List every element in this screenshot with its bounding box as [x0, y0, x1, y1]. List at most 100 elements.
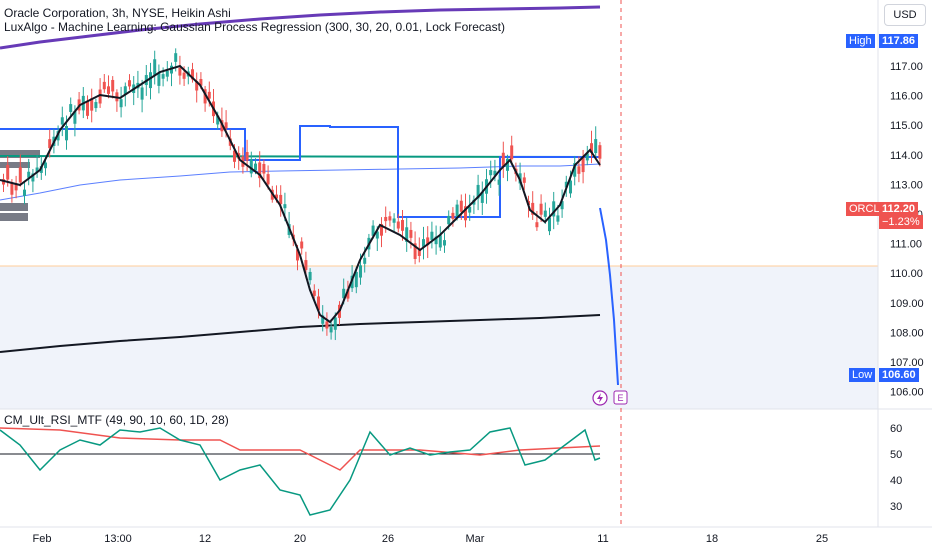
candle-body — [455, 204, 459, 217]
candle-body — [86, 101, 89, 116]
candle-body — [14, 184, 18, 191]
price-tick: 108.00 — [890, 327, 924, 339]
candle-body — [266, 174, 270, 185]
candle-body — [510, 145, 514, 160]
candle-body — [18, 167, 22, 183]
symbol-tag: ORCL — [846, 202, 883, 216]
last-price-tag: 112.20 — [879, 202, 919, 216]
candle-body — [405, 227, 409, 242]
candle-body — [195, 81, 199, 91]
candle-body — [321, 315, 325, 324]
time-tick: 26 — [382, 533, 394, 545]
symbol-legend[interactable]: Oracle Corporation, 3h, NYSE, Heikin Ash… — [4, 6, 231, 20]
candle-body — [245, 152, 249, 161]
high-label: High — [846, 34, 875, 48]
candle-body — [300, 241, 304, 249]
candle-body — [35, 167, 39, 173]
forecast-line — [599, 207, 619, 386]
candle-body — [581, 156, 585, 173]
rsi-tick: 30 — [890, 501, 902, 513]
time-axis[interactable]: Feb 13:00 12 20 26 Mar 11 18 25 — [33, 533, 829, 545]
change-tag: −1.23% — [879, 215, 923, 229]
currency-button[interactable]: USD — [884, 4, 926, 26]
blue-step-line — [0, 125, 600, 218]
earnings-e-glyph: E — [617, 393, 623, 403]
candle-body — [23, 189, 26, 196]
candle-body — [224, 122, 228, 129]
candle-body — [216, 115, 220, 125]
price-tick: 110.00 — [890, 268, 923, 280]
candle-body — [359, 265, 362, 278]
price-tick: 116.00 — [890, 91, 923, 103]
candle-body — [304, 260, 308, 271]
purple-upper-band — [0, 5, 601, 50]
rsi-axis[interactable]: 60 50 40 30 — [890, 423, 902, 513]
price-tick: 115.00 — [890, 120, 923, 132]
candle-body — [48, 139, 52, 149]
price-tick: 113.00 — [890, 179, 923, 191]
candle-body — [149, 72, 152, 89]
rsi-tick: 40 — [890, 475, 902, 487]
candle-body — [165, 70, 169, 77]
gaussian-regression-curve — [0, 64, 601, 324]
candle-body — [535, 222, 539, 228]
candle-body — [590, 143, 593, 153]
low-value-tag: 106.60 — [879, 368, 919, 382]
candle-body — [531, 202, 535, 215]
price-tick: 106.00 — [890, 387, 924, 399]
price-tick: 111.00 — [890, 239, 922, 251]
candle-body — [308, 271, 312, 281]
candle-body — [392, 218, 396, 223]
indicator-legend[interactable]: LuxAlgo - Machine Learning: Gaussian Pro… — [4, 20, 505, 34]
candle-body — [401, 220, 404, 231]
candle-body — [203, 89, 207, 104]
candle-body — [283, 204, 287, 209]
zone-box-2 — [0, 162, 30, 168]
zone-box-4 — [0, 213, 28, 221]
candle-body — [556, 215, 560, 222]
candle-body — [199, 78, 203, 86]
candle-body — [501, 152, 505, 167]
candle-body — [174, 53, 178, 62]
price-axis[interactable]: 117.00116.00115.00114.00113.00112.00111.… — [890, 61, 924, 399]
candle-body — [44, 162, 47, 169]
candle-body — [346, 289, 350, 299]
candle-body — [65, 125, 68, 141]
candle-body — [254, 163, 257, 171]
candle-body — [594, 139, 598, 154]
rsi-legend[interactable]: CM_Ult_RSI_MTF (49, 90, 10, 60, 1D, 28) — [4, 413, 229, 427]
candle-body — [598, 145, 602, 159]
thin-blue-ma — [0, 163, 601, 201]
candle-body — [182, 72, 186, 79]
price-tick: 107.00 — [890, 357, 924, 369]
candle-body — [107, 86, 110, 94]
candle-body — [111, 79, 115, 92]
candle-body — [497, 179, 501, 185]
candle-body — [422, 239, 425, 247]
candle-body — [31, 173, 35, 182]
candle-body — [98, 89, 102, 104]
shaded-zone — [0, 266, 878, 409]
candle-body — [233, 150, 236, 162]
rsi-tick: 60 — [890, 423, 902, 435]
candle-body — [489, 170, 493, 176]
candle-body — [371, 225, 375, 236]
candle-body — [342, 288, 346, 299]
candle-body — [60, 117, 64, 125]
candle-body — [153, 59, 157, 75]
candle-body — [585, 153, 589, 161]
candle-body — [573, 163, 577, 177]
candle-body — [69, 104, 73, 112]
candle-body — [161, 74, 165, 79]
candle-body — [296, 249, 299, 261]
candle-body — [363, 257, 367, 264]
candle-body — [464, 206, 467, 221]
candle-body — [443, 240, 446, 246]
candle-body — [10, 182, 14, 195]
time-tick: 11 — [597, 533, 608, 545]
zone-box-3 — [0, 203, 28, 211]
earnings-e-icon[interactable] — [613, 390, 628, 405]
low-label: Low — [849, 368, 876, 382]
candle-body — [140, 87, 144, 100]
